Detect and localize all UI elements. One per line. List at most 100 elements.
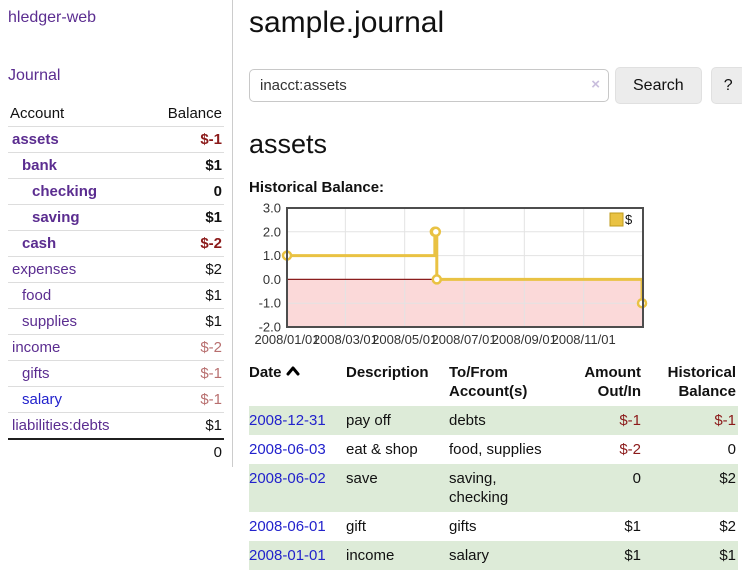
x-axis-tick-label: 2008/11/01 [552, 332, 616, 347]
legend-swatch [609, 212, 624, 227]
account-name-cell: assets [8, 127, 146, 153]
x-axis-tick-label: 2008/01/01 [254, 332, 319, 347]
account-row: food $1 [8, 282, 224, 309]
transaction-row: 2008-06-02 save saving, checking 0 $2 [249, 464, 738, 512]
account-name-cell: supplies [8, 309, 146, 335]
x-axis-tick-label: 2008/09/01 [492, 332, 557, 347]
account-name-cell: food [8, 283, 146, 309]
x-axis-tick-label: 2008/03/01 [313, 332, 378, 347]
sidebar-account-link[interactable]: saving [32, 209, 80, 226]
y-axis-tick-label: 1.0 [263, 248, 281, 263]
account-balance: $1 [205, 209, 222, 226]
sidebar-account-link[interactable]: food [22, 287, 52, 304]
account-name-cell: gifts [8, 361, 146, 387]
search-form: × Search ? [249, 67, 742, 104]
y-axis-tick-label: -2.0 [259, 320, 281, 335]
account-balance: $-2 [200, 235, 222, 252]
legend-label: $ [625, 212, 633, 227]
app-root: hledger-web Journal Account Balance asse… [0, 0, 742, 570]
transaction-balance: $1 [719, 547, 736, 564]
account-name-cell: cash [8, 231, 146, 257]
historical-balance-chart: $3.0 2.0 1.0 0.0 -1.0 -2.0 2008/01/01 2008/03/0… [249, 200, 742, 350]
sidebar-account-link[interactable]: income [12, 339, 61, 356]
transaction-date-link[interactable]: 2008-06-02 [249, 470, 326, 487]
transaction-date-link[interactable]: 2008-12-31 [249, 412, 326, 429]
clear-search-icon[interactable]: × [591, 76, 600, 93]
account-name-cell: salary [8, 387, 146, 413]
account-balance: 0 [213, 183, 222, 200]
account-name-cell: expenses [8, 257, 146, 283]
transaction-date-link[interactable]: 2008-06-01 [249, 518, 326, 535]
sidebar-account-link[interactable]: checking [32, 183, 98, 200]
account-balance: $2 [205, 261, 222, 278]
app-title-link[interactable]: hledger-web [8, 9, 97, 26]
transaction-amount: $-2 [619, 441, 641, 458]
accounts-total-row: 0 [8, 439, 224, 465]
transaction-amount: 0 [632, 470, 641, 487]
register-header-historical: Historical Balance [667, 364, 736, 400]
sidebar-account-link[interactable]: supplies [22, 313, 78, 330]
x-axis-tick-label: 2008/05/01 [372, 332, 437, 347]
account-balance: $-1 [200, 131, 222, 148]
account-row: assets $-1 [8, 126, 224, 153]
sidebar-account-link[interactable]: bank [22, 157, 58, 174]
register-header-row: Date Description To/From Account(s) Amount … [249, 358, 738, 406]
transaction-description: income [346, 547, 395, 564]
transaction-description: save [346, 470, 378, 487]
sidebar: hledger-web Journal Account Balance asse… [0, 0, 233, 570]
transaction-date-cell: 2008-06-03 [249, 435, 346, 464]
chart-canvas: $3.0 2.0 1.0 0.0 -1.0 -2.02008/01/012008/03/0… [254, 201, 648, 347]
register-header-description: Description [346, 364, 429, 381]
help-button[interactable]: ? [710, 67, 742, 104]
transaction-description: gift [346, 518, 367, 535]
plot-border [286, 207, 644, 328]
sidebar-item-journal[interactable]: Journal [8, 67, 61, 84]
transaction-date-link[interactable]: 2008-06-03 [249, 441, 326, 458]
accounts-total-balance: 0 [213, 444, 222, 461]
register-header-date[interactable]: Date [249, 358, 346, 406]
sidebar-account-link[interactable]: salary [22, 391, 63, 408]
chart-point [430, 226, 442, 238]
transaction-description: pay off [346, 412, 391, 429]
account-row: salary $-1 [8, 386, 224, 413]
accounts-header-balance: Balance [167, 105, 222, 122]
transaction-description: eat & shop [346, 441, 418, 458]
chart-title: Historical Balance: [249, 179, 385, 196]
search-input[interactable] [249, 69, 609, 102]
search-button[interactable]: Search [615, 67, 702, 104]
account-row: saving $1 [8, 204, 224, 231]
sidebar-account-link[interactable]: expenses [12, 261, 77, 278]
account-name-cell: checking [8, 179, 146, 205]
account-row: gifts $-1 [8, 360, 224, 387]
account-row: expenses $2 [8, 256, 224, 283]
y-axis-tick-label: 0.0 [263, 272, 281, 287]
account-balance: $-2 [200, 339, 222, 356]
account-row: liabilities:debts $1 [8, 412, 224, 440]
transaction-accounts: food, supplies [449, 441, 542, 458]
transaction-row: 2008-01-01 income salary $1 $1 [249, 541, 738, 570]
sidebar-account-link[interactable]: cash [22, 235, 57, 252]
account-row: income $-2 [8, 334, 224, 361]
account-balance: $1 [205, 287, 222, 304]
transaction-date-link[interactable]: 2008-01-01 [249, 547, 326, 564]
account-balance: $-1 [200, 391, 222, 408]
account-name-cell: bank [8, 153, 146, 179]
sidebar-account-link[interactable]: assets [12, 131, 59, 148]
transaction-balance: 0 [727, 441, 736, 458]
accounts-header-row: Account Balance [8, 101, 224, 127]
transaction-accounts: salary [449, 547, 490, 564]
transaction-date-cell: 2008-01-01 [249, 541, 346, 570]
accounts-table: Account Balance assets $-1 bank $1 checking 0… [8, 101, 224, 465]
main-content: sample.journal × Search ? assets Histori… [233, 0, 742, 570]
sidebar-account-link[interactable]: gifts [22, 365, 50, 382]
register-header-tofrom: To/From Account(s) [449, 364, 528, 400]
chevron-up-icon [286, 366, 300, 376]
x-axis-tick-label: 2008/07/01 [431, 332, 496, 347]
account-row: supplies $1 [8, 308, 224, 335]
transaction-row: 2008-12-31 pay off debts $-1 $-1 [249, 406, 738, 435]
chart-point [431, 274, 443, 285]
sidebar-account-link[interactable]: liabilities:debts [12, 417, 110, 434]
transaction-amount: $-1 [619, 412, 641, 429]
transaction-row: 2008-06-01 gift gifts $1 $2 [249, 512, 738, 541]
transaction-amount: $1 [624, 547, 641, 564]
